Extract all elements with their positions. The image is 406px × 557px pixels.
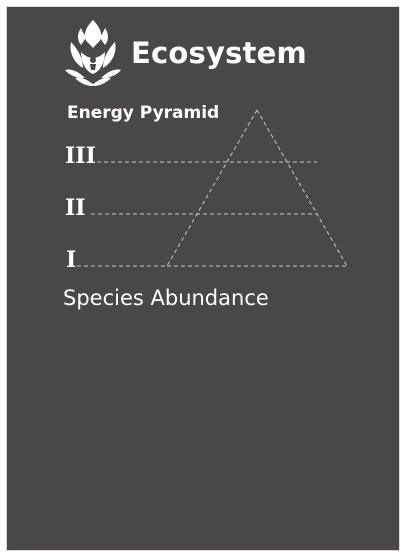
- energy-pyramid-diagram: [7, 7, 401, 552]
- pyramid-left-edge: [167, 110, 257, 266]
- pyramid-right-edge: [257, 110, 347, 266]
- level-2-label: II: [65, 195, 86, 221]
- ecosystem-card: Ecosystem Energy Pyramid III II I Specie…: [6, 6, 400, 551]
- species-abundance-label: Species Abundance: [63, 286, 269, 310]
- level-3-label: III: [65, 143, 96, 169]
- level-1-label: I: [66, 247, 76, 273]
